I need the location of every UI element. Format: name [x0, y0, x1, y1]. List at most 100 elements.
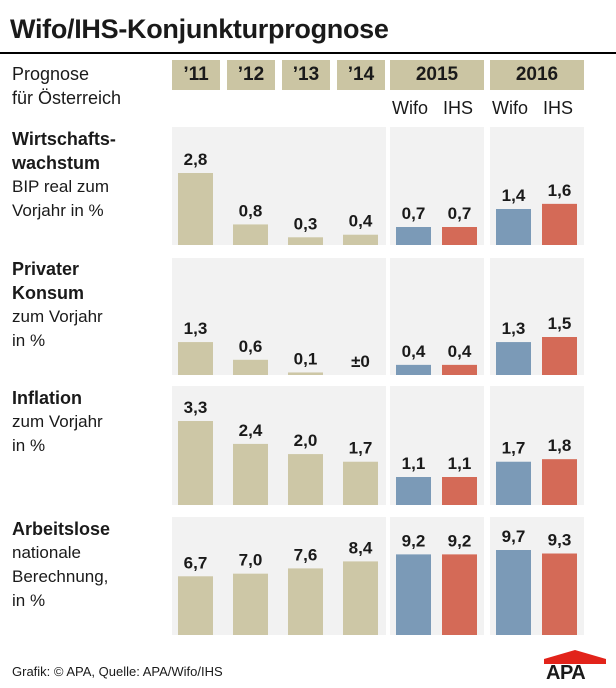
sub-wifo-2015: Wifo: [392, 98, 428, 118]
bar: [496, 209, 531, 245]
bar: [442, 364, 477, 375]
sub-wifo-2016: Wifo: [492, 98, 528, 118]
label-privater-konsum: Privater Konsum zum Vorjahr in %: [12, 257, 103, 353]
apa-logo: APA: [546, 662, 586, 684]
year-header-2012: ’12: [227, 60, 275, 90]
prognose-label-line2: für Österreich: [12, 88, 122, 108]
apa-logo-mark: [544, 650, 606, 664]
source-note: Grafik: © APA, Quelle: APA/Wifo/IHS: [12, 664, 223, 679]
value-label: 9,7: [502, 527, 526, 546]
bar: [496, 461, 531, 505]
value-label: 0,7: [402, 204, 426, 223]
year-header-2014: ’14: [337, 60, 385, 90]
label-normal-line2: in %: [12, 436, 46, 455]
bar: [343, 561, 378, 635]
bar: [396, 364, 431, 375]
bar: [288, 454, 323, 505]
value-label: 1,6: [548, 181, 572, 200]
bar: [542, 459, 577, 505]
page-title: Wifo/IHS-Konjunkturprognose: [10, 14, 389, 44]
value-label: 9,2: [402, 531, 426, 550]
bar: [442, 554, 477, 635]
bar: [343, 461, 378, 505]
label-bold-line1: Arbeitslose: [12, 519, 111, 539]
label-normal-line1: BIP real zum: [12, 177, 110, 196]
year-header-2013: ’13: [282, 60, 330, 90]
bar: [496, 550, 531, 635]
bar: [178, 342, 213, 375]
year-header-2011: ’11: [172, 60, 220, 90]
sub-ihs-2016: IHS: [543, 98, 574, 118]
bar: [396, 554, 431, 635]
value-label: 1,1: [448, 454, 472, 473]
label-normal-line2: Berechnung,: [12, 567, 109, 586]
bar: [233, 573, 268, 635]
bar: [396, 227, 431, 245]
label-bold-line1: Inflation: [12, 388, 82, 408]
bar: [178, 576, 213, 635]
bar: [442, 477, 477, 505]
panel-bg: [390, 127, 484, 245]
panel-bg: [390, 258, 484, 375]
value-label: 1,3: [502, 319, 526, 338]
value-label: 1,7: [349, 439, 373, 458]
bar: [233, 359, 268, 375]
bar: [288, 568, 323, 635]
bar: [288, 372, 323, 375]
bar: [178, 173, 213, 245]
value-label: 1,1: [402, 454, 426, 473]
value-label: 8,4: [349, 538, 373, 557]
value-label: 0,7: [448, 204, 472, 223]
label-normal-line1: nationale: [12, 543, 82, 562]
value-label: 1,5: [548, 314, 572, 333]
value-label: 6,7: [184, 553, 208, 572]
value-label: 0,4: [349, 212, 373, 231]
bar: [542, 203, 577, 245]
label-normal-line2: in %: [12, 331, 46, 350]
value-label: 2,8: [184, 150, 208, 169]
bar: [288, 237, 323, 245]
bar: [442, 227, 477, 245]
bar: [178, 421, 213, 505]
value-label: 0,4: [402, 342, 426, 361]
bar: [542, 337, 577, 375]
value-label: 0,8: [239, 201, 263, 220]
label-arbeitslose: Arbeitslose nationale Berechnung, in %: [12, 517, 110, 613]
value-label: 1,4: [502, 186, 526, 205]
bar: [343, 234, 378, 245]
value-label: 2,0: [294, 431, 318, 450]
value-label: 9,2: [448, 531, 472, 550]
sub-ihs-2015: IHS: [443, 98, 474, 118]
label-bold-line2: Konsum: [12, 283, 84, 303]
bar: [233, 443, 268, 505]
bar: [542, 553, 577, 635]
value-label: 1,3: [184, 319, 208, 338]
value-label: 3,3: [184, 398, 208, 417]
value-label: ±0: [351, 352, 370, 371]
value-label: 9,3: [548, 531, 572, 550]
prognose-label-line1: Prognose: [12, 64, 90, 84]
label-inflation: Inflation zum Vorjahr in %: [12, 386, 103, 458]
value-label: 1,7: [502, 439, 526, 458]
title-rule: [0, 52, 616, 54]
year-header-2015: 2015: [390, 60, 484, 90]
value-label: 0,1: [294, 349, 318, 368]
bar: [396, 477, 431, 505]
label-wirtschaftswachstum: Wirtschafts- wachstum BIP real zum Vorja…: [12, 127, 116, 223]
label-normal-line3: in %: [12, 591, 46, 610]
label-bold-line1: Wirtschafts-: [12, 129, 116, 149]
value-label: 1,8: [548, 436, 572, 455]
label-normal-line2: Vorjahr in %: [12, 201, 104, 220]
year-header-2016: 2016: [490, 60, 584, 90]
value-label: 7,6: [294, 545, 318, 564]
value-label: 0,3: [294, 214, 318, 233]
bar: [233, 224, 268, 245]
value-label: 0,4: [448, 342, 472, 361]
value-label: 0,6: [239, 337, 263, 356]
value-label: 2,4: [239, 421, 263, 440]
label-normal-line1: zum Vorjahr: [12, 307, 103, 326]
label-normal-line1: zum Vorjahr: [12, 412, 103, 431]
label-bold-line2: wachstum: [12, 153, 101, 173]
label-bold-line1: Privater: [12, 259, 80, 279]
